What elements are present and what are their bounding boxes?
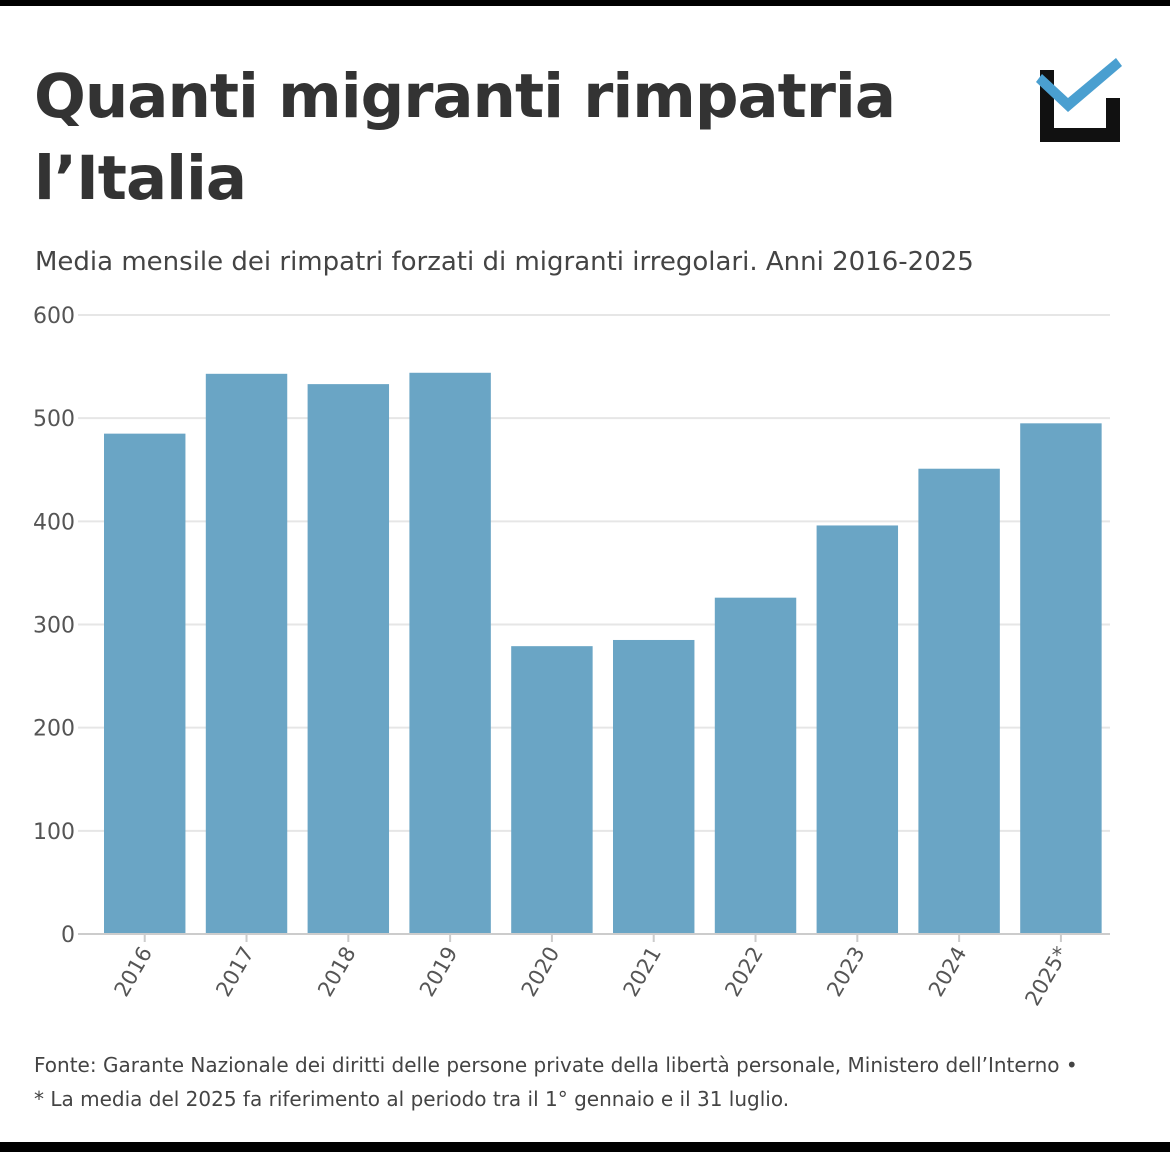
chart-card: Quanti migranti rimpatria l’Italia Media… xyxy=(0,6,1170,1142)
checkbox-check-icon xyxy=(1036,58,1122,142)
x-tick-label: 2023 xyxy=(822,943,870,1001)
bar xyxy=(307,384,390,934)
y-tick-label: 100 xyxy=(33,820,75,845)
bar xyxy=(918,468,1000,934)
bar xyxy=(205,373,288,934)
x-tick-label: 2018 xyxy=(313,943,361,1001)
x-tick-label: 2020 xyxy=(517,943,565,1001)
x-tick-label: 2021 xyxy=(619,943,667,1001)
chart-subtitle: Media mensile dei rimpatri forzati di mi… xyxy=(35,247,974,277)
y-tick-label: 400 xyxy=(33,510,75,535)
bar xyxy=(1020,423,1102,934)
bar-chart: 0 100 200 300 400 500 600 2016 2017 2018 2019 2020 2… xyxy=(33,304,1110,1010)
x-tick-label: 2025* xyxy=(1020,943,1073,1010)
source-note: Fonte: Garante Nazionale dei diritti del… xyxy=(34,1053,1078,1077)
logo-box xyxy=(1040,70,1120,142)
bar xyxy=(816,525,899,934)
x-tick-label: 2016 xyxy=(110,943,158,1001)
x-tick-label: 2022 xyxy=(720,943,768,1001)
bar xyxy=(104,433,186,934)
chart-title-line2: l’Italia xyxy=(34,143,247,214)
logo-check xyxy=(1036,58,1122,112)
x-tick-label: 2017 xyxy=(211,943,259,1001)
footnote: * La media del 2025 fa riferimento al pe… xyxy=(34,1087,790,1111)
footer: Fonte: Garante Nazionale dei diritti del… xyxy=(34,1048,1154,1116)
y-tick-label: 300 xyxy=(33,614,75,639)
x-tick-label: 2024 xyxy=(924,943,972,1001)
y-tick-label: 600 xyxy=(33,304,75,329)
chart-title-line1: Quanti migranti rimpatria xyxy=(34,61,896,132)
y-tick-label: 200 xyxy=(33,717,75,742)
bar xyxy=(613,639,695,934)
y-tick-label: 0 xyxy=(61,923,75,948)
bar xyxy=(409,372,491,935)
bar xyxy=(511,646,593,934)
chart-title: Quanti migranti rimpatria l’Italia xyxy=(34,56,994,220)
x-tick-label: 2019 xyxy=(415,943,463,1001)
y-tick-label: 500 xyxy=(33,407,75,432)
bar xyxy=(714,597,797,934)
